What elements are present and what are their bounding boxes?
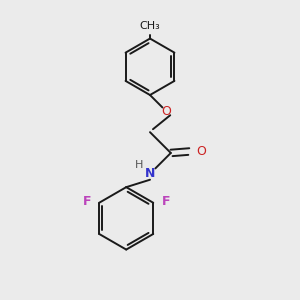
Text: F: F <box>82 195 91 208</box>
Text: O: O <box>196 145 206 158</box>
Text: N: N <box>145 167 155 180</box>
Text: CH₃: CH₃ <box>140 20 160 31</box>
Text: H: H <box>134 160 143 170</box>
Text: F: F <box>161 195 170 208</box>
Text: O: O <box>161 105 171 118</box>
